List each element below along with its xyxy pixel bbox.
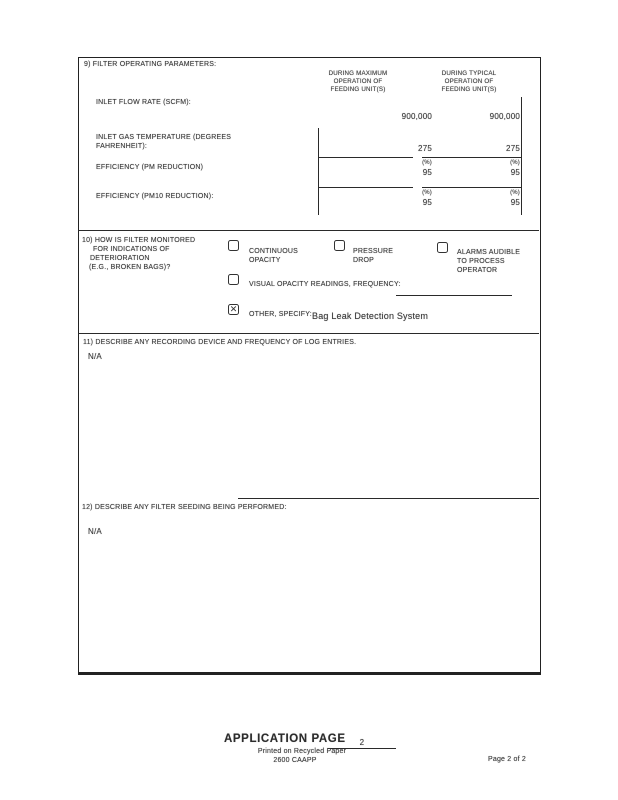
checkbox-pressure-drop[interactable] xyxy=(334,240,345,251)
section10-question-line2: FOR INDICATIONS OF xyxy=(93,246,170,253)
frequency-blank-field[interactable] xyxy=(396,295,512,296)
param-label-inlet-flow-rate: INLET FLOW RATE (SCFM): xyxy=(96,99,191,106)
param-label-inlet-gas-temperature: INLET GAS TEMPERATURE (DEGREES FAHRENHEI… xyxy=(96,134,232,150)
table-rule xyxy=(318,157,413,158)
value-gas-temp-max: 275 xyxy=(418,144,432,153)
table-vertical-rule-right xyxy=(521,97,522,215)
unit-pm10-typical: (%) xyxy=(510,190,520,196)
section-divider xyxy=(78,333,539,334)
section11-title: 11) DESCRIBE ANY RECORDING DEVICE AND FR… xyxy=(83,339,357,346)
section12-title: 12) DESCRIBE ANY FILTER SEEDING BEING PE… xyxy=(82,504,287,511)
unit-pm10-max: (%) xyxy=(422,190,432,196)
application-page-label: APPLICATION PAGE xyxy=(224,733,346,745)
section9-title: 9) FILTER OPERATING PARAMETERS: xyxy=(84,61,217,68)
unit-pm-max: (%) xyxy=(422,160,432,166)
value-efficiency-pm-typical: 95 xyxy=(510,168,520,177)
column-header-maximum: DURING MAXIMUM OPERATION OF FEEDING UNIT… xyxy=(328,70,388,93)
table-rule xyxy=(422,187,521,188)
page-indicator: Page 2 of 2 xyxy=(488,756,527,763)
value-gas-temp-typical: 275 xyxy=(506,144,520,153)
section10-question-line3: DETERIORATION xyxy=(90,255,150,262)
section-divider xyxy=(78,230,539,231)
section12-answer: N/A xyxy=(88,527,102,536)
checkbox-label-other-specify: OTHER, SPECIFY: xyxy=(249,311,312,318)
param-label-efficiency-pm10: EFFICIENCY (PM10 REDUCTION): xyxy=(96,193,214,200)
value-efficiency-pm10-typical: 95 xyxy=(510,198,520,207)
checkbox-visual-opacity[interactable] xyxy=(228,274,239,285)
value-inlet-flow-max: 900,000 xyxy=(401,112,432,121)
application-page-number: 2 xyxy=(359,738,365,747)
table-vertical-rule-left xyxy=(318,128,319,215)
checkbox-other-specify[interactable]: ✕ xyxy=(228,304,239,315)
column-header-typical: DURING TYPICAL OPERATION OF FEEDING UNIT… xyxy=(441,70,497,93)
checkbox-label-alarms-audible: ALARMS AUDIBLE TO PROCESS OPERATOR xyxy=(457,249,521,274)
value-efficiency-pm-max: 95 xyxy=(422,168,432,177)
check-mark-icon: ✕ xyxy=(229,304,238,314)
other-specify-value: Bag Leak Detection System xyxy=(312,311,429,321)
form-number: 2600 CAAPP xyxy=(273,757,317,764)
printed-on-recycled-paper: Printed on Recycled Paper xyxy=(257,748,347,755)
checkbox-label-visual-opacity: VISUAL OPACITY READINGS, FREQUENCY: xyxy=(249,281,401,288)
application-page-number-line xyxy=(328,748,396,749)
param-label-efficiency-pm: EFFICIENCY (PM REDUCTION) xyxy=(96,164,204,171)
unit-pm-typical: (%) xyxy=(510,160,520,166)
form-outer-box xyxy=(78,57,541,675)
section10-question-line1: 10) HOW IS FILTER MONITORED xyxy=(82,237,196,244)
checkbox-alarms-audible[interactable] xyxy=(437,242,448,253)
checkbox-continuous-opacity[interactable] xyxy=(228,240,239,251)
checkbox-label-pressure-drop: PRESSURE DROP xyxy=(353,248,394,264)
table-rule xyxy=(318,187,413,188)
checkbox-label-continuous-opacity: CONTINUOUS OPACITY xyxy=(249,248,299,264)
section-divider-partial xyxy=(238,498,539,499)
section10-question-line4: (E.G., BROKEN BAGS)? xyxy=(89,264,171,271)
table-rule xyxy=(422,157,521,158)
value-inlet-flow-typical: 900,000 xyxy=(489,112,520,121)
value-efficiency-pm10-max: 95 xyxy=(422,198,432,207)
section11-answer: N/A xyxy=(88,352,102,361)
